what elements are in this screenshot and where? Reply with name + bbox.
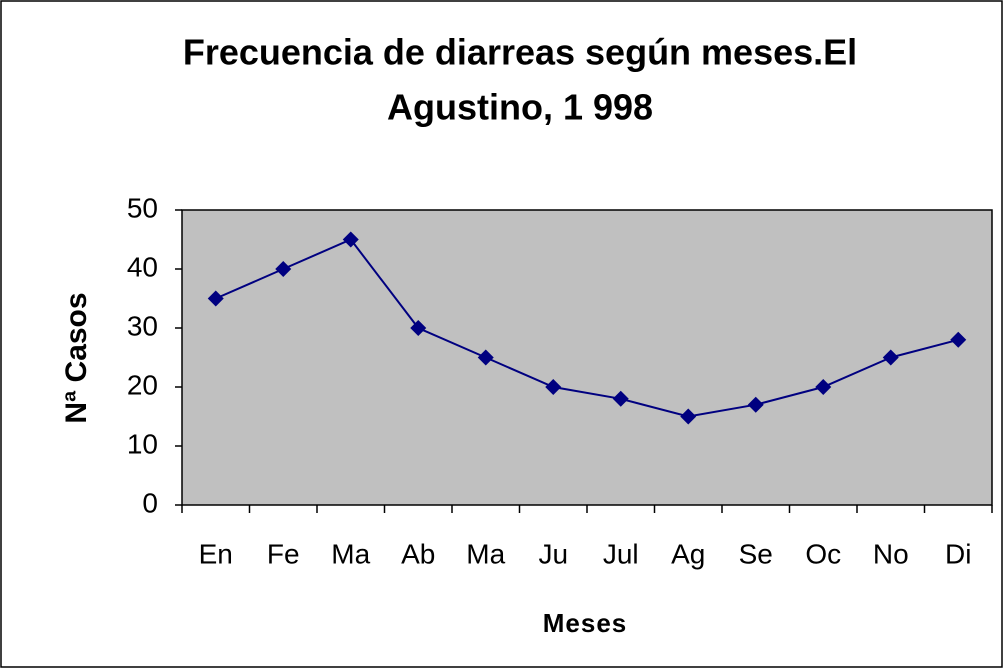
marker <box>477 349 494 366</box>
marker <box>275 261 292 277</box>
x-tick-label: En <box>199 538 233 569</box>
x-tick-label: Fe <box>267 538 300 569</box>
x-tick-label: Ab <box>401 538 435 569</box>
x-axis-label: Meses <box>543 608 628 638</box>
x-tick-label: Se <box>739 538 773 569</box>
y-tick-label: 20 <box>127 369 158 400</box>
x-tick-label: Ju <box>538 538 568 569</box>
x-tick-label: Ma <box>331 538 370 569</box>
y-tick-label: 0 <box>142 487 158 518</box>
marker <box>342 231 359 248</box>
chart-title: Agustino, 1 998 <box>387 87 653 128</box>
x-tick-label: Di <box>945 538 971 569</box>
y-tick-label: 10 <box>127 428 158 459</box>
line <box>215 238 959 418</box>
x-tick-label: Ag <box>671 538 705 569</box>
marker <box>410 320 427 336</box>
y-tick-label: 50 <box>127 192 158 223</box>
x-tick-label: Ma <box>466 538 505 569</box>
marker <box>545 379 562 395</box>
plot-area <box>181 209 993 506</box>
marker <box>747 396 764 413</box>
marker <box>815 379 832 395</box>
y-tick-label: 40 <box>127 251 158 282</box>
marker <box>882 349 899 366</box>
marker <box>680 408 697 425</box>
x-tick-label: Jul <box>603 538 639 569</box>
marker <box>612 390 629 407</box>
x-tick-label: Oc <box>805 538 841 569</box>
y-tick-label: 30 <box>127 310 158 341</box>
marker <box>950 331 967 348</box>
x-tick-label: No <box>873 538 909 569</box>
y-axis-label: Nª Casos <box>60 292 93 423</box>
chart-title: Frecuencia de diarreas según meses.El <box>183 32 857 73</box>
marker <box>207 290 224 307</box>
